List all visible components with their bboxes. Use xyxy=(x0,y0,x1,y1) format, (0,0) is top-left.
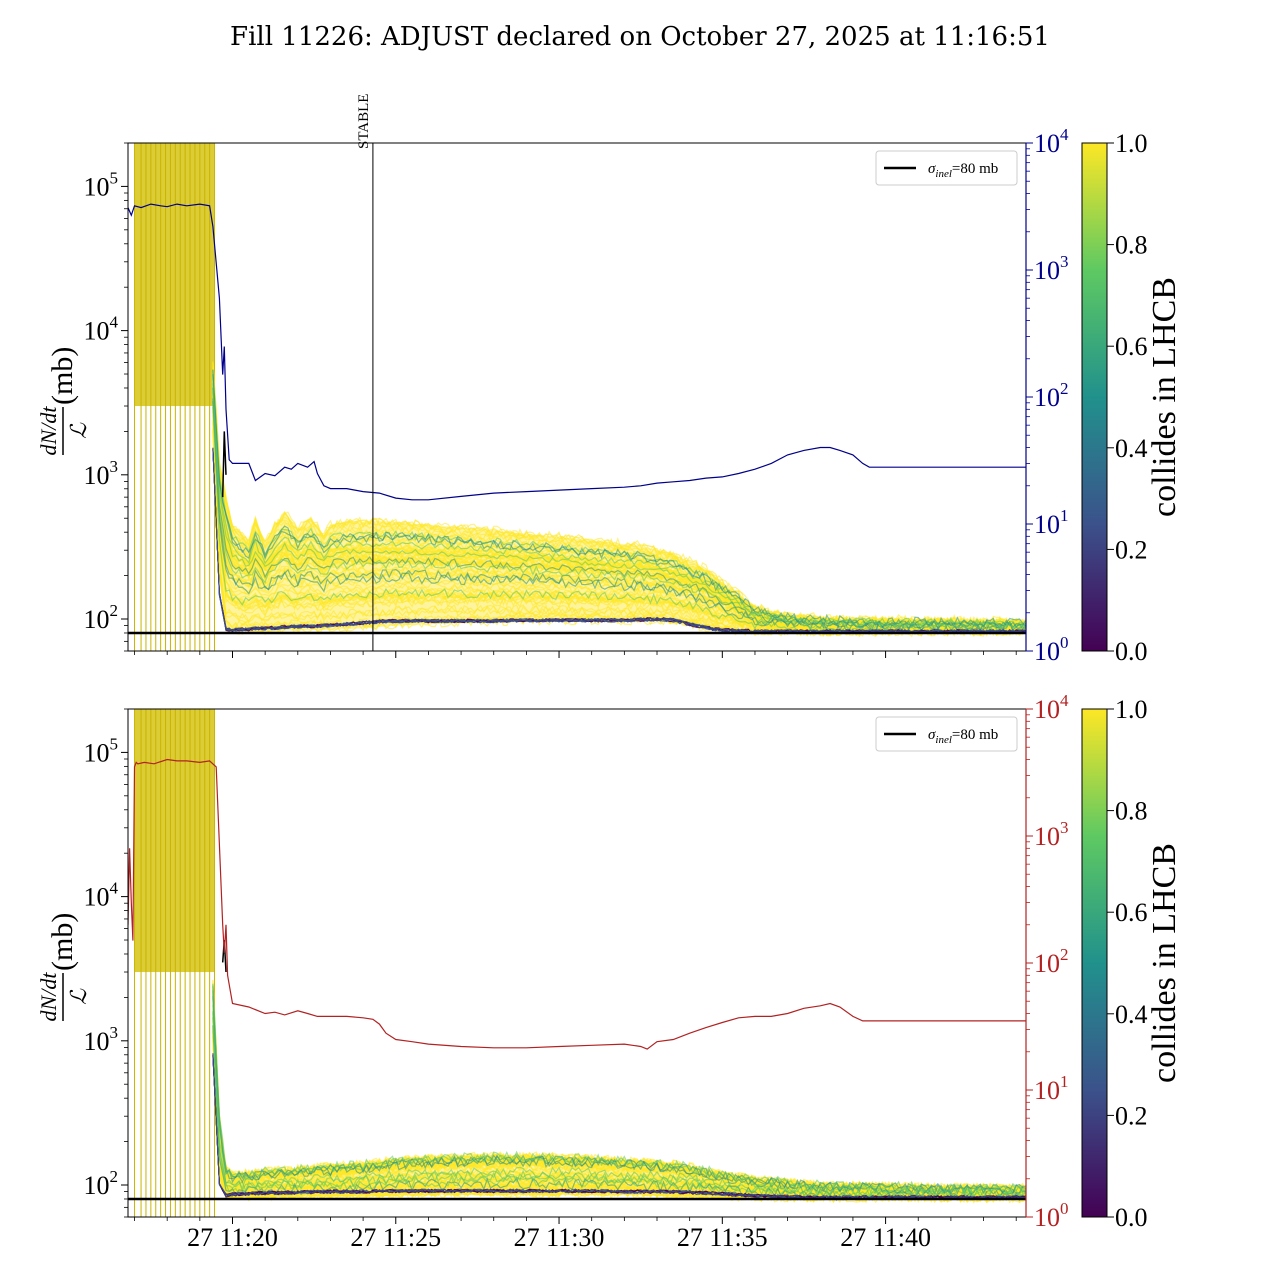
bottom-right-tick-label-1: 101 xyxy=(1034,1072,1069,1105)
bottom-left-tick-label-1: 103 xyxy=(84,1023,119,1056)
top-bunch-trace-88 xyxy=(212,448,1026,634)
top-right-tick-label-4: 104 xyxy=(1034,125,1069,158)
figure-title: Fill 11226: ADJUST declared on October 2… xyxy=(230,22,1050,52)
bottom-left-tick-label-3: 105 xyxy=(84,734,119,767)
top-right-series xyxy=(128,203,1026,501)
top-ticks: STABLE 102 103 104 105 100 101 102 103 104 0.0 0.2 0… xyxy=(84,94,1148,666)
bottom-right-tick-label-0: 100 xyxy=(1034,1199,1069,1232)
top-colorbar-tick-label-5: 1.0 xyxy=(1115,129,1148,158)
bottom-colorbar-tick-label-0: 0.0 xyxy=(1115,1203,1148,1232)
top-bunch-trace-89 xyxy=(212,449,1026,634)
bottom-spike-block xyxy=(134,709,215,973)
top-bunch-trace-78 xyxy=(212,387,1026,632)
bottom-bunch-trace-79 xyxy=(212,983,1026,1194)
bottom-legend-label: σinel=80 mb xyxy=(928,727,998,746)
bottom-bunch-trace-77 xyxy=(212,1004,1026,1199)
top-legend-box xyxy=(875,150,1018,186)
bottom-left-series xyxy=(221,939,227,973)
top-left-series xyxy=(221,431,227,498)
bottom-colorbar-tick-label-3: 0.6 xyxy=(1115,898,1148,927)
bottom-left-tick-label-0: 102 xyxy=(84,1167,119,1200)
top-bunch-trace-79 xyxy=(212,369,1026,628)
top-left-tick-label-3: 105 xyxy=(84,168,119,201)
bottom-legend-box xyxy=(875,716,1018,752)
bottom-bunch-trace-89 xyxy=(212,1056,1026,1200)
bottom-x-tick-label-4: 27 11:40 xyxy=(840,1223,931,1252)
top-ylabel: dN/dt ℒ (mb) xyxy=(36,347,91,456)
bottom-ylabel-numerator: dN/dt xyxy=(36,972,61,1022)
bottom-panel: 102 103 104 105 100 101 102 103 104 27 11:20 27 11… xyxy=(36,691,1183,1252)
top-legend: σinel=80 mb xyxy=(875,150,1018,186)
top-colorbar: collides in LHCB xyxy=(1081,142,1183,652)
bottom-ticks: 102 103 104 105 100 101 102 103 104 27 11:20 27 11… xyxy=(84,691,1148,1252)
top-colorbar-tick-label-1: 0.2 xyxy=(1115,535,1148,564)
top-colorbar-tick-label-3: 0.6 xyxy=(1115,332,1148,361)
bottom-x-tick-label-2: 27 11:30 xyxy=(514,1223,605,1252)
bottom-right-tick-label-2: 102 xyxy=(1034,945,1069,978)
top-bunch-trace-61 xyxy=(212,372,1026,627)
bottom-colorbar-tick-label-1: 0.2 xyxy=(1115,1101,1148,1130)
top-bunch-trace-54 xyxy=(212,375,1026,630)
bottom-right-tick-label-3: 103 xyxy=(1034,818,1069,851)
bottom-x-tick-label-3: 27 11:35 xyxy=(677,1223,768,1252)
bottom-colorbar-tick-label-2: 0.4 xyxy=(1115,1000,1148,1029)
bottom-colorbar: collides in LHCB xyxy=(1081,708,1183,1218)
bottom-colorbar-label: collides in LHCB xyxy=(1146,843,1183,1083)
bottom-legend: σinel=80 mb xyxy=(875,716,1018,752)
top-right-tick-label-2: 102 xyxy=(1034,379,1069,412)
bottom-ylabel-unit: (mb) xyxy=(46,913,79,971)
bottom-x-tick-label-0: 27 11:20 xyxy=(187,1223,278,1252)
bottom-bunch-trace-78 xyxy=(212,990,1026,1195)
top-bunch-trace-13 xyxy=(212,431,1026,637)
top-colorbar-label: collides in LHCB xyxy=(1146,277,1183,517)
bottom-x-tick-label-1: 27 11:25 xyxy=(350,1223,441,1252)
top-right-tick-label-1: 101 xyxy=(1034,506,1069,539)
bottom-ylabel-denominator: ℒ xyxy=(66,988,91,1005)
bottom-colorbar-tick-label-5: 1.0 xyxy=(1115,695,1148,724)
top-bunch-trace-70 xyxy=(212,398,1026,634)
bottom-colorbar-gradient xyxy=(1081,708,1108,1218)
top-ylabel-unit: (mb) xyxy=(46,347,79,405)
top-bunch-trace-75 xyxy=(212,383,1026,628)
top-right-tick-label-3: 103 xyxy=(1034,252,1069,285)
bottom-colorbar-tick-label-4: 0.8 xyxy=(1115,797,1148,826)
top-colorbar-tick-label-0: 0.0 xyxy=(1115,637,1148,666)
top-right-tick-label-0: 100 xyxy=(1034,633,1069,666)
bottom-right-tick-label-4: 104 xyxy=(1034,691,1069,724)
top-plot-area xyxy=(128,143,1026,651)
top-ylabel-denominator: ℒ xyxy=(66,422,91,439)
top-colorbar-gradient xyxy=(1081,142,1108,652)
top-left-tick-label-2: 104 xyxy=(84,313,119,346)
top-panel: STABLE 102 103 104 105 100 101 102 103 104 0.0 0.2 0… xyxy=(36,94,1183,666)
top-left-tick-label-1: 103 xyxy=(84,457,119,490)
top-bunch-trace-72 xyxy=(212,374,1026,630)
bottom-bunch-trace-64 xyxy=(212,1020,1026,1200)
bottom-axes-frame xyxy=(127,708,1027,1218)
top-colorbar-tick-label-4: 0.8 xyxy=(1115,231,1148,260)
top-legend-label: σinel=80 mb xyxy=(928,161,998,180)
top-left-tick-label-0: 102 xyxy=(84,601,119,634)
top-annotation-label: STABLE xyxy=(356,94,372,149)
bottom-right-series xyxy=(128,758,1026,1050)
bottom-ylabel: dN/dt ℒ (mb) xyxy=(36,913,91,1022)
bottom-left-tick-label-2: 104 xyxy=(84,879,119,912)
top-spike-block xyxy=(134,143,215,407)
top-ylabel-numerator: dN/dt xyxy=(36,406,61,456)
top-colorbar-tick-label-2: 0.4 xyxy=(1115,434,1148,463)
bottom-plot-area xyxy=(128,709,1026,1217)
